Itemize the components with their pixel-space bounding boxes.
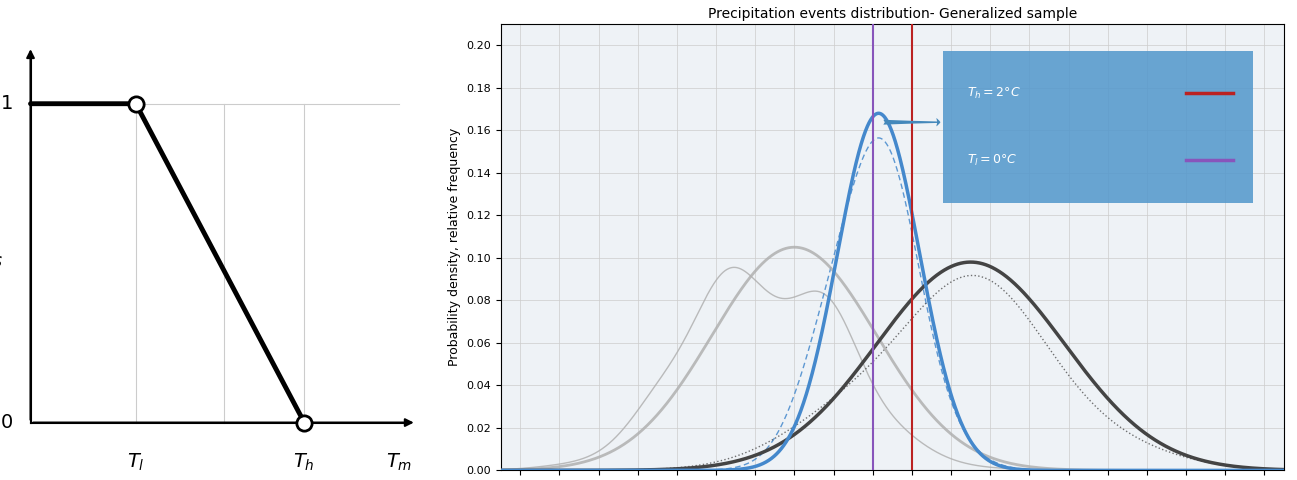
Text: 0: 0 (1, 413, 13, 432)
Title: Precipitation events distribution- Generalized sample: Precipitation events distribution- Gener… (708, 8, 1077, 22)
Text: $T_l$: $T_l$ (127, 451, 145, 473)
Text: $T_h = 2°C$: $T_h = 2°C$ (966, 86, 1021, 101)
Text: $T_m$: $T_m$ (387, 451, 412, 473)
Text: $T_l = 0°C$: $T_l = 0°C$ (966, 153, 1017, 168)
Text: $\alpha_s$: $\alpha_s$ (0, 243, 4, 270)
Y-axis label: Probability density, relative frequency: Probability density, relative frequency (447, 128, 460, 366)
Text: $T_h$: $T_h$ (293, 451, 315, 473)
Text: 1: 1 (0, 94, 13, 113)
FancyBboxPatch shape (943, 51, 1253, 203)
